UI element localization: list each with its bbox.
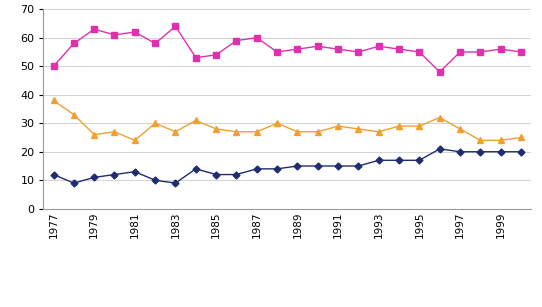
%other non receivers bbox=[294, 130, 301, 134]
%other receivers bbox=[335, 47, 341, 51]
%other non receivers bbox=[152, 121, 158, 125]
%other non receivers bbox=[335, 124, 341, 128]
%other receivers bbox=[457, 50, 463, 54]
%other receivers bbox=[254, 36, 260, 40]
%other receivers bbox=[416, 50, 423, 54]
%no other members bbox=[314, 164, 321, 168]
%other receivers bbox=[355, 50, 362, 54]
%other non receivers bbox=[233, 130, 240, 134]
%no other members bbox=[294, 164, 301, 168]
%no other members bbox=[436, 147, 443, 151]
%no other members bbox=[274, 167, 280, 171]
%other receivers bbox=[477, 50, 483, 54]
%other receivers bbox=[132, 30, 138, 34]
%no other members bbox=[70, 181, 77, 185]
%other non receivers bbox=[396, 124, 402, 128]
%no other members bbox=[376, 158, 382, 162]
%other receivers bbox=[111, 33, 118, 37]
%other non receivers bbox=[50, 99, 57, 102]
%no other members bbox=[152, 178, 158, 182]
%other non receivers bbox=[192, 119, 199, 122]
%other non receivers bbox=[376, 130, 382, 134]
%no other members bbox=[355, 164, 362, 168]
%no other members bbox=[498, 150, 504, 154]
%other receivers bbox=[50, 64, 57, 68]
%other receivers bbox=[91, 27, 98, 31]
%no other members bbox=[335, 164, 341, 168]
%other non receivers bbox=[457, 127, 463, 131]
%other non receivers bbox=[132, 138, 138, 142]
%other receivers bbox=[396, 47, 402, 51]
%other non receivers bbox=[518, 136, 524, 139]
%other non receivers bbox=[436, 116, 443, 119]
%other receivers bbox=[172, 25, 179, 28]
%other non receivers bbox=[254, 130, 260, 134]
%other non receivers bbox=[91, 133, 98, 137]
%no other members bbox=[254, 167, 260, 171]
Line: %other non receivers: %other non receivers bbox=[50, 97, 524, 143]
%other receivers bbox=[294, 47, 301, 51]
%other receivers bbox=[192, 56, 199, 60]
%other receivers bbox=[314, 45, 321, 48]
%no other members bbox=[91, 176, 98, 179]
%other receivers bbox=[233, 39, 240, 42]
%no other members bbox=[233, 173, 240, 177]
%no other members bbox=[416, 158, 423, 162]
%other non receivers bbox=[172, 130, 179, 134]
%other non receivers bbox=[70, 113, 77, 117]
%no other members bbox=[111, 173, 118, 177]
%no other members bbox=[518, 150, 524, 154]
%no other members bbox=[192, 167, 199, 171]
%no other members bbox=[132, 170, 138, 173]
%no other members bbox=[172, 181, 179, 185]
%no other members bbox=[50, 173, 57, 177]
Line: %no other members: %no other members bbox=[51, 146, 524, 185]
%other receivers bbox=[152, 41, 158, 45]
Line: %other receivers: %other receivers bbox=[51, 24, 524, 75]
%other receivers bbox=[376, 45, 382, 48]
%other non receivers bbox=[355, 127, 362, 131]
%other non receivers bbox=[274, 121, 280, 125]
%no other members bbox=[396, 158, 402, 162]
%other non receivers bbox=[213, 127, 220, 131]
%other non receivers bbox=[416, 124, 423, 128]
%other non receivers bbox=[314, 130, 321, 134]
%other non receivers bbox=[498, 138, 504, 142]
%other non receivers bbox=[111, 130, 118, 134]
%other receivers bbox=[213, 53, 220, 57]
%other receivers bbox=[518, 50, 524, 54]
%no other members bbox=[477, 150, 483, 154]
%no other members bbox=[457, 150, 463, 154]
%other non receivers bbox=[477, 138, 483, 142]
%no other members bbox=[213, 173, 220, 177]
%other receivers bbox=[274, 50, 280, 54]
%other receivers bbox=[436, 70, 443, 74]
%other receivers bbox=[498, 47, 504, 51]
%other receivers bbox=[70, 41, 77, 45]
